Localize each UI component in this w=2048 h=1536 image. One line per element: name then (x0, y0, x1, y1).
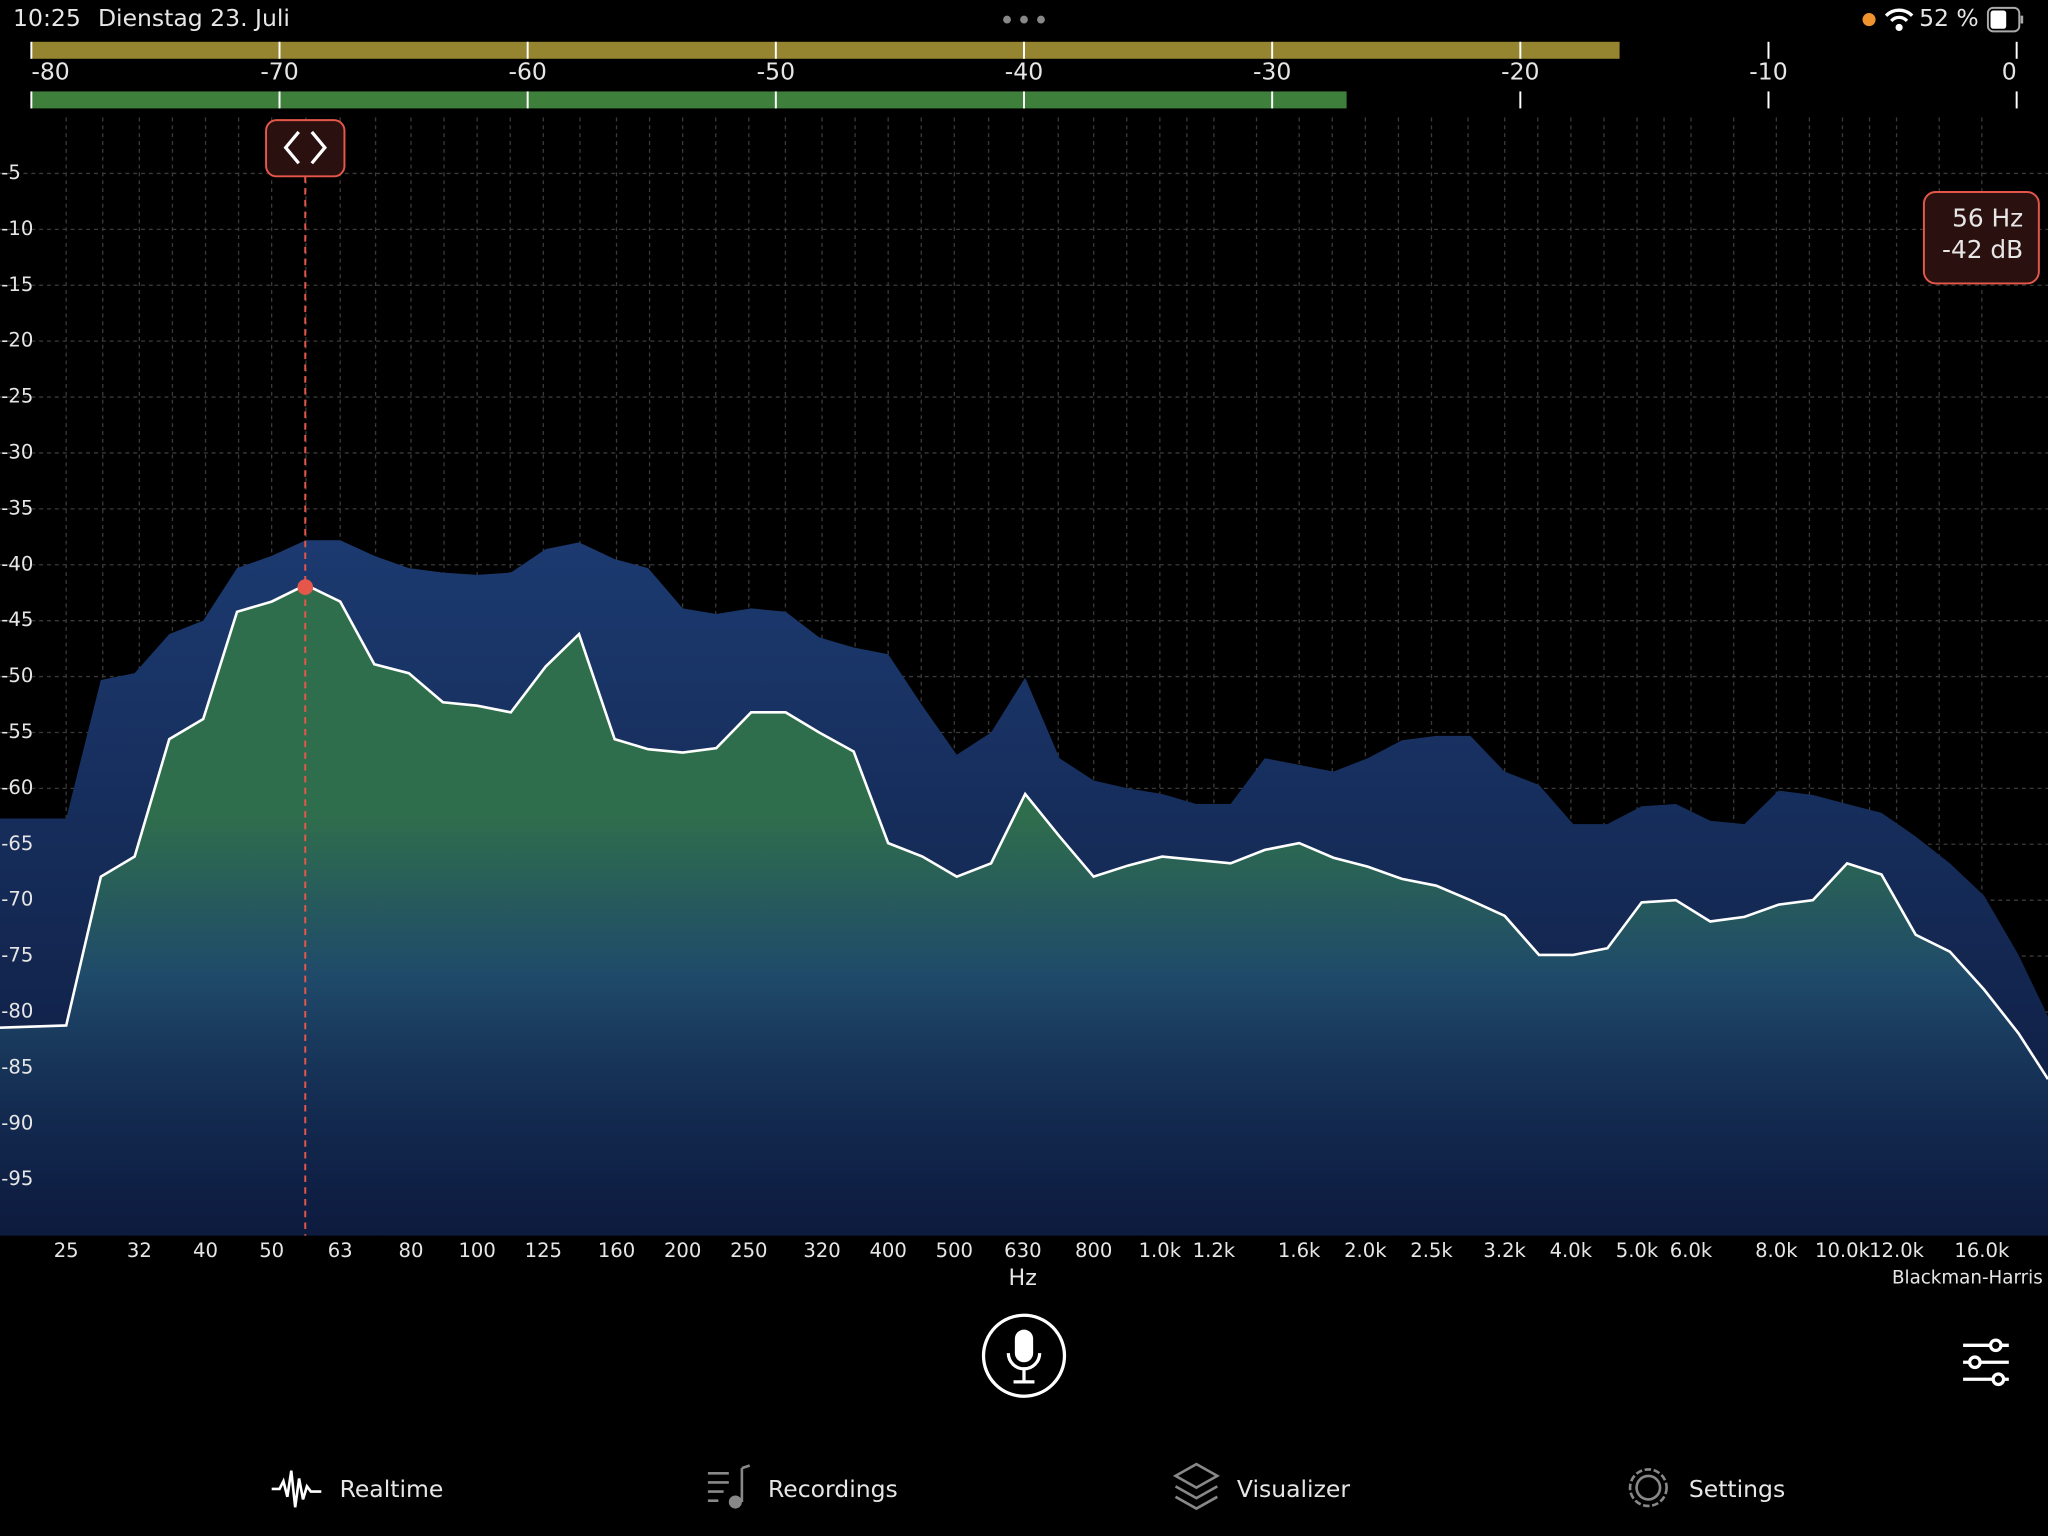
y-tick-label: -5 (1, 161, 21, 184)
x-tick-label: 10.0k (1815, 1239, 1871, 1262)
x-tick-label: 1.0k (1139, 1239, 1182, 1262)
x-tick-label: 125 (525, 1239, 562, 1262)
level-tick-label: 0 (2002, 58, 2017, 86)
mic-button[interactable] (981, 1313, 1067, 1398)
y-tick-label: -15 (1, 273, 33, 296)
y-tick-label: -65 (1, 832, 33, 855)
x-tick-label: 8.0k (1755, 1239, 1798, 1262)
tab-realtime[interactable]: Realtime (271, 1470, 444, 1508)
tab-label: Visualizer (1237, 1475, 1350, 1503)
x-tick-label: 1.6k (1278, 1239, 1321, 1262)
level-tick-label: -80 (31, 58, 69, 86)
status-time: 10:25 (13, 4, 81, 32)
filter-settings-button[interactable] (1963, 1338, 2009, 1387)
x-tick-label: 2.5k (1410, 1239, 1453, 1262)
x-tick-label: 12.0k (1869, 1239, 1925, 1262)
x-tick-label: 50 (259, 1239, 284, 1262)
y-tick-label: -25 (1, 385, 33, 408)
x-tick-label: 4.0k (1550, 1239, 1593, 1262)
y-tick-label: -80 (1, 999, 33, 1022)
y-tick-label: -40 (1, 552, 33, 575)
x-tick-label: 25 (54, 1239, 79, 1262)
level-tick-label: -70 (260, 58, 298, 86)
y-tick-label: -90 (1, 1111, 33, 1134)
y-tick-label: -30 (1, 440, 33, 463)
x-tick-label: 500 (936, 1239, 973, 1262)
x-tick-label: 630 (1004, 1239, 1041, 1262)
y-tick-label: -20 (1, 329, 33, 352)
y-tick-label: -70 (1, 888, 33, 911)
level-tick-label: -50 (757, 58, 795, 86)
spectrum-area (0, 584, 2048, 1236)
level-tick-label: -10 (1749, 58, 1787, 86)
x-tick-label: 3.2k (1483, 1239, 1526, 1262)
y-tick-label: -75 (1, 944, 33, 967)
y-tick-label: -10 (1, 217, 33, 240)
battery-icon (1986, 6, 2024, 33)
window-function: Blackman-Harris (1892, 1268, 2043, 1289)
cursor-frequency: 56 Hz (1952, 203, 2023, 232)
x-tick-label: 250 (730, 1239, 767, 1262)
level-tick-label: -20 (1501, 58, 1539, 86)
y-tick-label: -35 (1, 496, 33, 519)
x-tick-label: 80 (399, 1239, 424, 1262)
cursor-handle[interactable] (265, 119, 346, 178)
cursor-readout[interactable]: 56 Hz -42 dB (1922, 191, 2040, 285)
x-axis-label: Hz (1009, 1265, 1037, 1291)
y-tick-label: -50 (1, 664, 33, 687)
tab-visualizer[interactable]: Visualizer (1172, 1462, 1351, 1511)
x-tick-label: 5.0k (1616, 1239, 1659, 1262)
cursor-point (297, 579, 314, 595)
x-tick-label: 160 (598, 1239, 635, 1262)
multitask-dots (1003, 15, 1045, 24)
level-bar (31, 91, 1347, 109)
tab-settings[interactable]: Settings (1628, 1468, 1785, 1508)
status-date: Dienstag 23. Juli (98, 4, 290, 32)
mic-indicator (1862, 13, 1876, 27)
cursor-handle-box (265, 119, 346, 178)
x-tick-label: 6.0k (1670, 1239, 1713, 1262)
level-bar (31, 41, 1620, 59)
level-tick-label: -30 (1253, 58, 1291, 86)
tab-label: Recordings (768, 1475, 898, 1503)
y-tick-label: -85 (1, 1055, 33, 1078)
cursor-level: -42 dB (1942, 235, 2023, 264)
x-tick-label: 400 (869, 1239, 906, 1262)
y-tick-label: -55 (1, 720, 33, 743)
x-tick-label: 800 (1075, 1239, 1112, 1262)
x-tick-label: 63 (328, 1239, 353, 1262)
x-tick-label: 40 (193, 1239, 218, 1262)
level-tick-label: -60 (508, 58, 546, 86)
spectrum-line (0, 583, 2048, 1080)
spectrum-plot: -5 -10 -15 -20 -25 -30 -35 -40 -45 -50 -55 -60 -65 -7… (0, 117, 2048, 1262)
y-tick-label: -95 (1, 1167, 33, 1190)
y-tick-label: -45 (1, 608, 33, 631)
x-tick-label: 16.0k (1954, 1239, 2010, 1262)
y-tick-label: -60 (1, 776, 33, 799)
wifi-icon (1884, 8, 1914, 32)
level-tick-label: -40 (1005, 58, 1043, 86)
tab-label: Realtime (340, 1475, 444, 1503)
x-tick-label: 200 (664, 1239, 701, 1262)
x-tick-label: 2.0k (1344, 1239, 1387, 1262)
battery-percent: 52 % (1919, 4, 1979, 32)
x-tick-label: 1.2k (1193, 1239, 1236, 1262)
tab-label: Settings (1689, 1475, 1785, 1503)
x-tick-label: 100 (458, 1239, 495, 1262)
x-tick-label: 32 (127, 1239, 152, 1262)
cursor-handle-icon (283, 130, 327, 165)
tab-recordings[interactable]: Recordings (707, 1464, 898, 1509)
x-tick-label: 320 (803, 1239, 840, 1262)
